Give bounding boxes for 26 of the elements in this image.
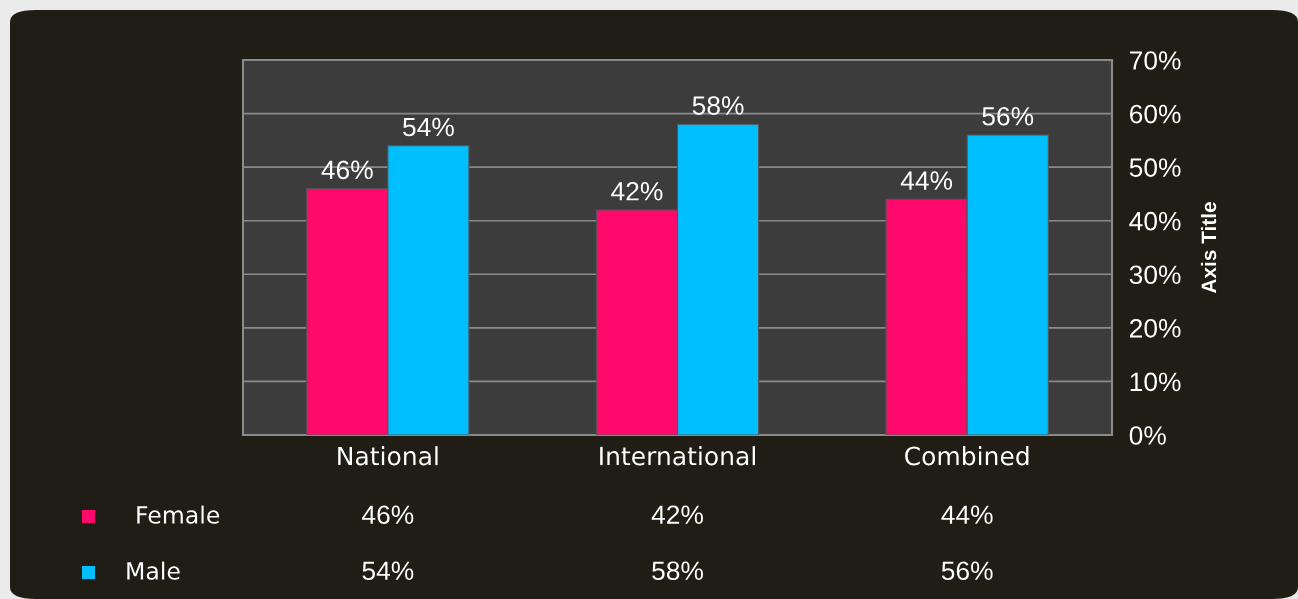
- x-tick-label: National: [338, 446, 438, 466]
- data-label: 58%: [652, 561, 703, 581]
- y-tick-label: 60%: [1130, 104, 1181, 124]
- data-label: 42%: [651, 505, 703, 524]
- text: 54%: [403, 117, 454, 137]
- text: 58%: [692, 96, 744, 115]
- y-axis-title: Axis Title: [1200, 202, 1217, 294]
- text: 42%: [611, 181, 663, 201]
- y-tick-label: 0%: [1129, 426, 1166, 445]
- y-tick-label: 10%: [1130, 372, 1181, 392]
- data-label: 54%: [362, 561, 414, 581]
- data-label: 44%: [941, 505, 993, 524]
- y-tick-label: 20%: [1129, 318, 1181, 338]
- text: 56%: [982, 106, 1034, 126]
- y-tick-label: 50%: [1129, 158, 1181, 177]
- text: 46%: [321, 160, 373, 180]
- data-label: 46%: [362, 505, 414, 525]
- y-tick-label: 40%: [1129, 211, 1181, 231]
- legend-label: Male: [127, 561, 180, 580]
- text: 44%: [900, 171, 953, 190]
- data-label: 56%: [941, 561, 993, 581]
- y-tick-label: 70%: [1130, 51, 1181, 70]
- x-tick-label: Combined: [905, 446, 1029, 466]
- x-tick-label: International: [600, 446, 755, 466]
- y-tick-label: 30%: [1129, 265, 1181, 285]
- legend-label: Female: [137, 505, 220, 524]
